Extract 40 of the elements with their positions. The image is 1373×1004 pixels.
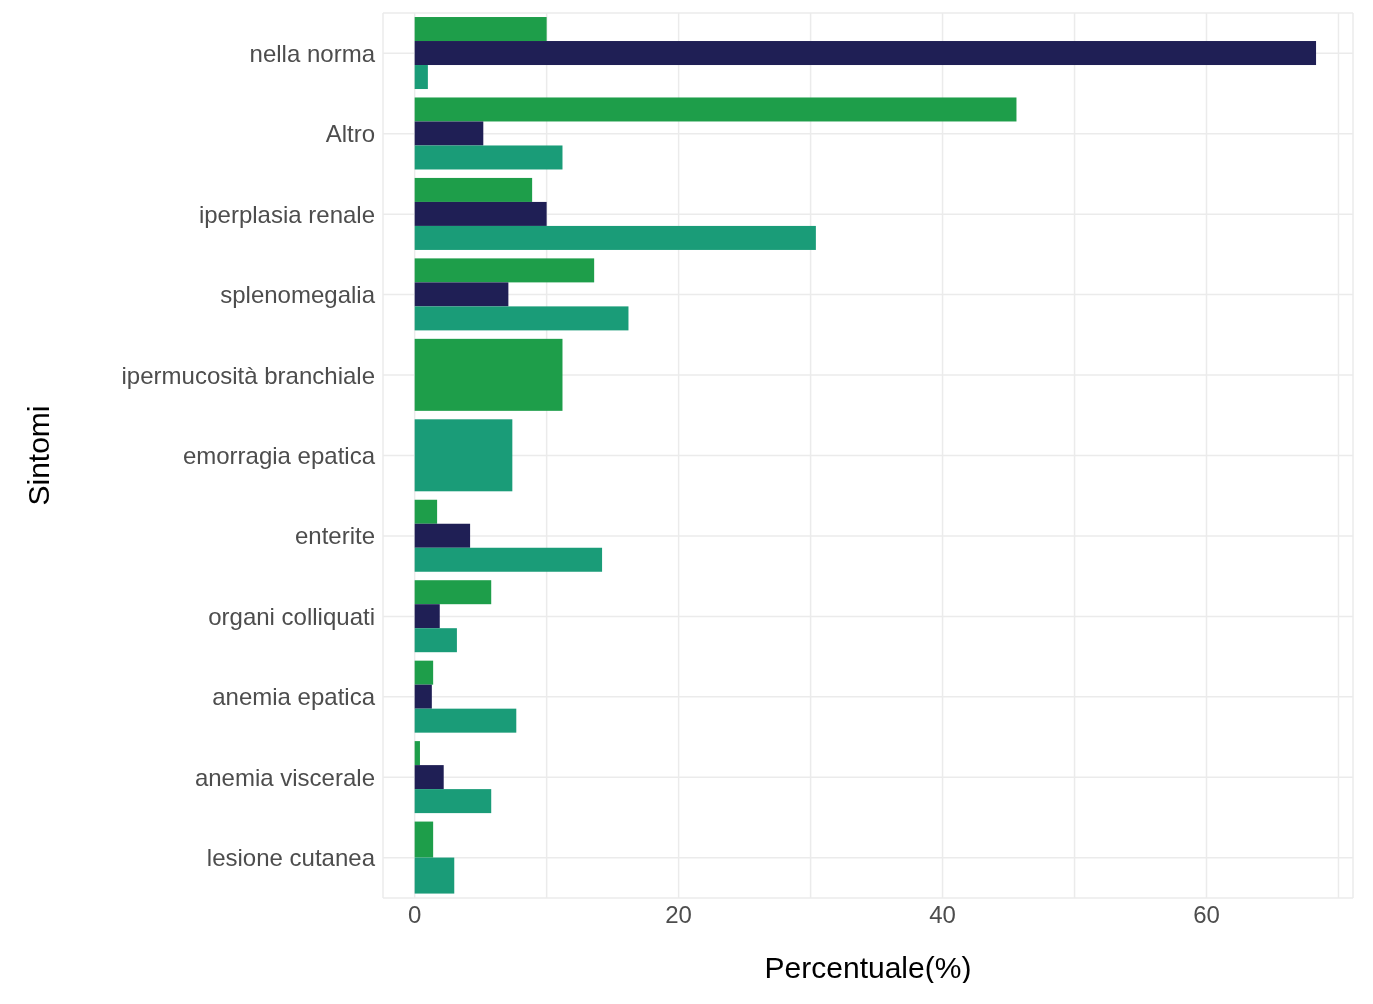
- y-tick-label: ipermucosità branchiale: [121, 361, 375, 389]
- bar: [414, 306, 629, 331]
- y-tick-label: enterite: [294, 522, 375, 550]
- x-tick-label: 20: [665, 901, 692, 929]
- bar: [414, 660, 434, 685]
- bar: [414, 65, 428, 90]
- bar: [414, 523, 471, 548]
- bar: [414, 97, 1017, 122]
- bar: [414, 499, 438, 524]
- bar: [414, 41, 1317, 66]
- bar: [414, 225, 816, 250]
- x-tick-label: 40: [929, 901, 956, 929]
- x-tick-label: 0: [407, 901, 422, 929]
- y-tick-label: Altro: [325, 120, 375, 148]
- y-tick-label: emorragia epatica: [182, 442, 376, 470]
- bar: [414, 121, 484, 146]
- bar: [414, 604, 440, 629]
- bar: [414, 177, 533, 202]
- y-tick-label: splenomegalia: [220, 281, 376, 309]
- y-tick-label: lesione cutanea: [206, 844, 376, 872]
- bar: [414, 684, 432, 709]
- y-tick-label: organi colliquati: [208, 602, 375, 630]
- bar: [414, 628, 457, 653]
- bar: [414, 282, 509, 307]
- bar: [414, 547, 603, 572]
- y-tick-label: anemia viscerale: [194, 763, 375, 791]
- y-tick-label: nella norma: [249, 39, 376, 67]
- bar: [414, 258, 595, 283]
- bar: [414, 708, 517, 733]
- bar: [414, 201, 547, 226]
- bar: [414, 17, 547, 42]
- bar: [414, 145, 563, 170]
- bar: [414, 580, 492, 605]
- bar: [414, 789, 492, 814]
- bar: [414, 741, 420, 766]
- y-axis-title: Sintomi: [21, 405, 55, 506]
- x-tick-label: 60: [1193, 901, 1220, 929]
- bar: [414, 765, 444, 790]
- y-tick-label: anemia epatica: [212, 683, 376, 711]
- y-tick-label: iperplasia renale: [198, 200, 375, 228]
